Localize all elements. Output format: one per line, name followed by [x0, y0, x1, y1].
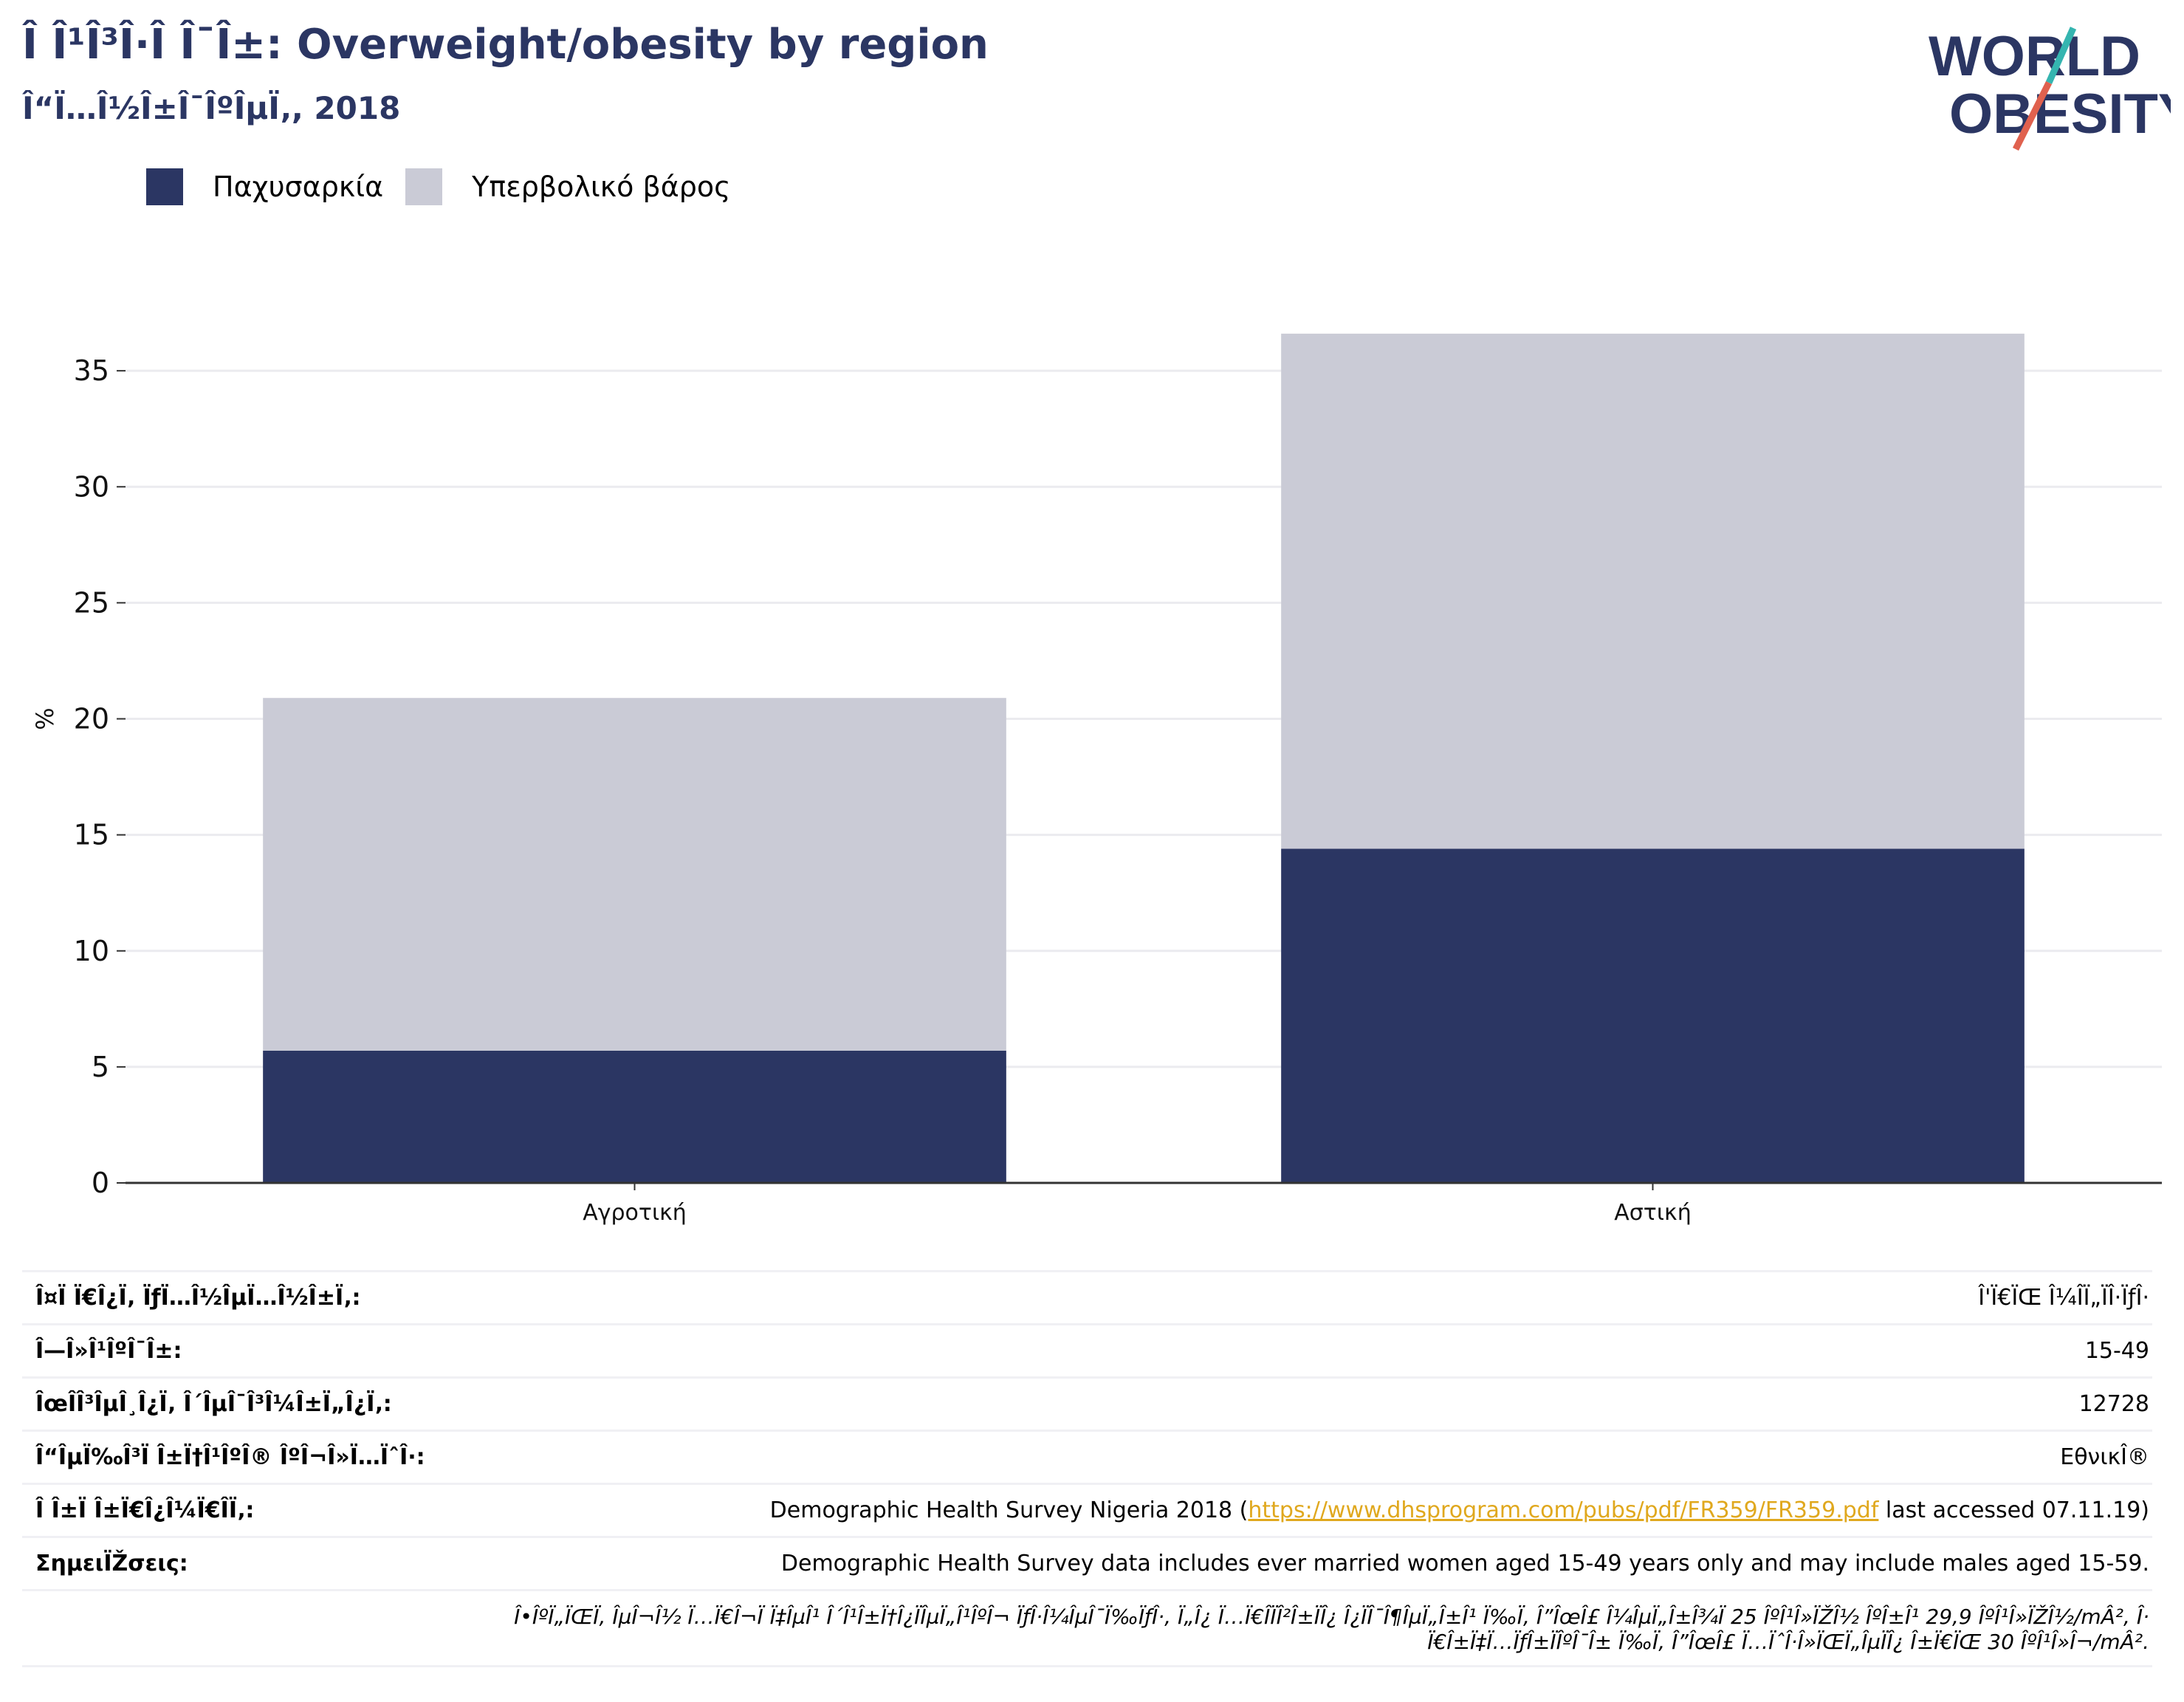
logo-line1: WORLD	[1929, 25, 2140, 88]
source-prefix: Demographic Health Survey Nigeria 2018 (	[769, 1497, 1249, 1523]
bar-overweight	[1281, 333, 2025, 849]
info-value: ΕθνικÎ®	[2060, 1444, 2149, 1470]
info-key: Î¤Ï Ï€Î¿Ï‚ ÏƒÏ…Î½ÎµÏ…Î½Î±Ï‚:	[35, 1285, 361, 1311]
axis-layer: 0 5 10 15 20 25 30 35% Αγροτική Αστική	[31, 354, 2162, 1226]
chart-info-table: Î¤Ï Ï€Î¿Ï‚ ÏƒÏ…Î½ÎµÏ…Î½Î±Ï‚: Î'Ï€ÏŒ Î¼Î­…	[22, 1270, 2152, 1667]
y-tick-label: 5	[92, 1051, 109, 1083]
chart-subtitle: Î“Ï…Î½Î±Î¯ÎºÎµÏ‚, 2018	[22, 90, 401, 126]
info-value: Demographic Health Survey Nigeria 2018 (…	[770, 1497, 2152, 1523]
legend-swatch-overweight	[405, 168, 443, 205]
logo-slash-top	[2045, 27, 2077, 84]
legend-swatch-obesity	[146, 168, 183, 205]
info-value: Î'Ï€ÏŒ Î¼Î­Ï„ÏÎ·ÏƒÎ·	[1978, 1285, 2149, 1311]
y-tick-label: 10	[74, 935, 109, 967]
y-axis-label: %	[31, 707, 59, 730]
info-row-measurement: Î¤Ï Ï€Î¿Ï‚ ÏƒÏ…Î½ÎµÏ…Î½Î±Ï‚: Î'Ï€ÏŒ Î¼Î­…	[22, 1270, 2152, 1323]
chart-legend: Παχυσαρκία Υπερβολικό βάρος	[146, 168, 752, 205]
y-tick-label: 15	[74, 819, 109, 851]
info-value: 12728	[2078, 1391, 2149, 1417]
legend-label-obesity: Παχυσαρκία	[213, 171, 384, 203]
source-suffix: last accessed 07.11.19)	[1878, 1497, 2149, 1523]
footnote-line-1: Î•ÎºÏ„ÏŒÏ‚ ÎµÎ¬Î½ Ï…Ï€Î¬Ï Ï‡ÎµÎ¹ Î´Î¹Î±Ï…	[514, 1605, 2149, 1629]
y-tick-label: 20	[74, 703, 109, 735]
info-row-source: Î Î±Ï Î±Ï€Î¿Î¼Ï€Î­Ï‚: Demographic Health…	[22, 1483, 2152, 1536]
bar-obesity	[263, 1050, 1006, 1183]
logo-slash-bottom	[2012, 80, 2053, 151]
x-tick-label: Αγροτική	[583, 1200, 687, 1226]
info-value: 15-49	[2084, 1338, 2149, 1364]
y-tick-label: 25	[74, 586, 109, 619]
definition-footnote: Î•ÎºÏ„ÏŒÏ‚ ÎµÎ¬Î½ Ï…Ï€Î¬Ï Ï‡ÎµÎ¹ Î´Î¹Î±Ï…	[22, 1589, 2152, 1667]
bar-obesity	[1281, 848, 2025, 1183]
stacked-bar-chart: 0 5 10 15 20 25 30 35% Αγροτική Αστική	[31, 333, 2162, 1226]
info-row-sample-size: ÎœÎ­Î³ÎµÎ¸Î¿Ï‚ Î´ÎµÎ¯Î³Î¼Î±Ï„Î¿Ï‚: 12728	[22, 1376, 2152, 1430]
x-tick-label: Αστική	[1614, 1200, 1691, 1226]
y-tick-label: 30	[74, 470, 109, 503]
info-key: ΣημειÏŽσεις:	[35, 1551, 188, 1576]
bar-layer	[263, 333, 2025, 1183]
info-key: Î—Î»Î¹ÎºÎ¯Î±:	[35, 1338, 182, 1364]
world-obesity-logo: WORLD OBESITY	[1929, 25, 2171, 151]
logo-line2: OBESITY	[1949, 83, 2171, 145]
info-row-age: Î—Î»Î¹ÎºÎ¯Î±: 15-49	[22, 1323, 2152, 1376]
y-tick-label: 0	[92, 1167, 109, 1199]
legend-label-overweight: Υπερβολικό βάρος	[472, 171, 731, 203]
chart-title: Î Î¹Î³Î·Î Î¯Î±: Overweight/obesity by re…	[22, 21, 989, 69]
info-key: Î“ÎµÏ‰Î³Ï Î±Ï†Î¹ÎºÎ® ÎºÎ¬Î»Ï…ÏˆÎ·:	[35, 1444, 425, 1470]
info-row-notes: ΣημειÏŽσεις: Demographic Health Survey d…	[22, 1536, 2152, 1589]
bar-overweight	[263, 698, 1006, 1051]
legend-item-obesity[interactable]: Παχυσαρκία	[146, 168, 383, 205]
info-value: Demographic Health Survey data includes …	[780, 1551, 2149, 1576]
legend-item-overweight[interactable]: Υπερβολικό βάρος	[405, 168, 730, 205]
y-tick-label: 35	[74, 354, 109, 387]
source-link[interactable]: https://www.dhsprogram.com/pubs/pdf/FR35…	[1248, 1497, 1879, 1523]
footnote-line-2: Ï€Î±Ï‡Ï…ÏƒÎ±ÏÎºÎ¯Î± Ï‰Ï‚ Î”ÎœÎ£ Ï…ÏˆÎ·Î»…	[1427, 1630, 2149, 1654]
info-key: ÎœÎ­Î³ÎµÎ¸Î¿Ï‚ Î´ÎµÎ¯Î³Î¼Î±Ï„Î¿Ï‚:	[35, 1391, 392, 1417]
info-row-coverage: Î“ÎµÏ‰Î³Ï Î±Ï†Î¹ÎºÎ® ÎºÎ¬Î»Ï…ÏˆÎ·: Εθνικ…	[22, 1430, 2152, 1483]
info-key: Î Î±Ï Î±Ï€Î¿Î¼Ï€Î­Ï‚:	[35, 1497, 255, 1523]
